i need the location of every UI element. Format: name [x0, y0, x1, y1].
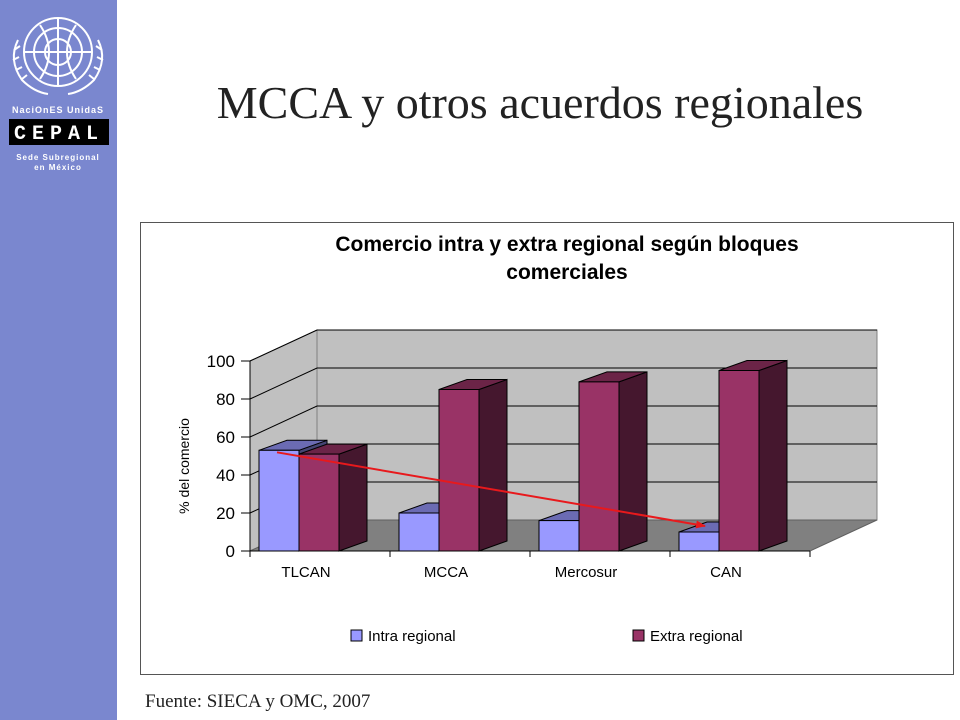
- chart-title-line-2: comerciales: [506, 261, 627, 284]
- x-tick-label: Mercosur: [555, 564, 618, 581]
- source-note: Fuente: SIECA y OMC, 2007: [145, 691, 371, 712]
- y-tick-label: 20: [216, 504, 235, 523]
- y-tick-label: 40: [216, 466, 235, 485]
- bar-side: [478, 378, 508, 552]
- chart-frame: Comercio intra y extra regional según bl…: [140, 222, 954, 675]
- bar-front: [398, 512, 440, 552]
- bar-front: [298, 453, 340, 552]
- logo-line-3: Sede Subregional: [16, 153, 100, 162]
- legend-swatch-extra: [632, 629, 645, 642]
- bar-front: [538, 520, 580, 552]
- bar-front: [678, 531, 720, 552]
- bar-tlcan-extra: [298, 443, 368, 552]
- bar-side: [758, 359, 788, 552]
- sidebar: NaciOnES UnidaS CEPAL Sede Subregional e…: [0, 0, 117, 720]
- un-emblem-icon: [12, 17, 104, 95]
- cepal-logo: NaciOnES UnidaS CEPAL Sede Subregional e…: [9, 17, 109, 172]
- y-axis-label: % del comercio: [176, 418, 192, 514]
- x-tick-label: MCCA: [424, 564, 468, 581]
- bar-mercosur-extra: [578, 371, 648, 552]
- legend-label-extra: Extra regional: [650, 628, 743, 645]
- logo-line-2: CEPAL: [14, 123, 104, 146]
- bar-front: [258, 449, 300, 552]
- bar-can-extra: [718, 359, 788, 552]
- bar-front: [438, 389, 480, 552]
- x-tick-label: TLCAN: [281, 564, 330, 581]
- bar-mcca-extra: [438, 378, 508, 552]
- y-tick-label: 80: [216, 390, 235, 409]
- y-tick-label: 100: [207, 352, 235, 371]
- gridline: [249, 329, 877, 362]
- y-tick-label: 60: [216, 428, 235, 447]
- slide-title: MCCA y otros acuerdos regionales: [216, 77, 864, 128]
- bar-front: [578, 381, 620, 552]
- gridline: [249, 367, 877, 400]
- logo-line-4: en México: [34, 163, 82, 172]
- chart-title-line-1: Comercio intra y extra regional según bl…: [335, 233, 798, 256]
- trend-arrow: [276, 451, 706, 529]
- y-tick-label: 0: [226, 542, 235, 561]
- bar-side: [618, 371, 648, 552]
- logo-line-1: NaciOnES UnidaS: [12, 105, 104, 115]
- legend-label-intra: Intra regional: [368, 628, 456, 645]
- bar-side: [338, 443, 368, 552]
- x-tick-label: CAN: [710, 564, 742, 581]
- bar-chart: Comercio intra y extra regional según bl…: [176, 233, 878, 645]
- bar-front: [718, 370, 760, 552]
- legend-swatch-intra: [350, 629, 363, 642]
- gridline: [249, 405, 877, 438]
